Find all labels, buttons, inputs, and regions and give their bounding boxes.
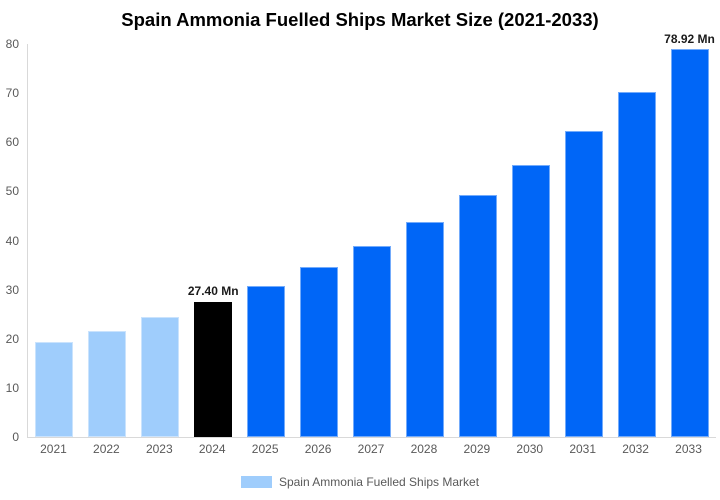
legend-swatch: [240, 476, 272, 488]
y-axis: 0 10 20 30 40 50 60 70 80: [0, 37, 22, 444]
x-tick-label: 2024: [198, 442, 226, 456]
bar-2024: 27.40 Mn: [188, 284, 239, 437]
bar-2031: [564, 130, 603, 437]
y-tick-label: 70: [5, 86, 19, 101]
chart-title: Spain Ammonia Fuelled Ships Market Size …: [121, 9, 599, 30]
bar-2032: [617, 92, 656, 437]
bar-2033: 78.92 Mn: [664, 32, 715, 437]
x-tick-label: 2029: [463, 442, 491, 456]
y-tick-label: 60: [5, 135, 19, 150]
bar-2027: [352, 245, 391, 437]
x-axis: 2021 2022 2023 2024 2025 2026 2027 2028 2029 2030…: [27, 441, 715, 457]
bar-column-2024: 27.40 Mn: [187, 44, 240, 437]
bar-column-2023: [134, 44, 187, 437]
bar-column-2032: [610, 44, 663, 437]
x-tick-label: 2030: [516, 442, 544, 456]
bar-column-2033: 78.92 Mn: [663, 32, 716, 437]
bar-column-2028: [398, 44, 451, 437]
y-tick-label: 40: [5, 233, 19, 248]
bar-column-2029: [451, 44, 504, 437]
x-tick-label: 2022: [93, 442, 120, 456]
y-tick-label: 80: [5, 37, 19, 51]
x-tick-label: 2031: [569, 442, 597, 456]
bar-2029: [458, 194, 497, 437]
x-tick-label: 2023: [145, 442, 173, 456]
x-tick-label: 2033: [675, 442, 702, 456]
y-tick-label: 20: [5, 331, 19, 346]
plot-area: 27.40 Mn 78.92 Mn: [27, 32, 716, 438]
bar-column-2021: [28, 44, 81, 437]
bar-2021: [35, 342, 74, 437]
bar-value-label-2024: 27.40 Mn: [187, 284, 239, 299]
bar-2028: [405, 221, 444, 437]
y-tick-label: 30: [5, 282, 19, 297]
bar-value-label-2033: 78.92 Mn: [664, 32, 715, 47]
legend: Spain Ammonia Fuelled Ships Market: [0, 475, 720, 489]
bars: 27.40 Mn 78.92 Mn: [28, 32, 716, 437]
x-tick-label: 2028: [410, 442, 438, 456]
bar-2023: [141, 317, 180, 437]
x-tick-label: 2021: [40, 442, 67, 456]
x-tick-label: 2025: [251, 442, 279, 456]
bar-2025: [247, 285, 286, 437]
bar-column-2025: [240, 44, 293, 437]
y-tick-label: 0: [12, 430, 19, 444]
bar-column-2030: [504, 44, 557, 437]
bar-2026: [300, 266, 339, 437]
y-tick-label: 50: [5, 184, 19, 199]
x-tick-label: 2027: [357, 442, 385, 456]
x-tick-label: 2032: [622, 442, 649, 456]
bar-2022: [88, 330, 127, 437]
x-tick-label: 2026: [304, 442, 332, 456]
y-tick-label: 10: [5, 380, 19, 395]
legend-label: Spain Ammonia Fuelled Ships Market: [278, 475, 480, 489]
bar-column-2022: [81, 44, 134, 437]
bar-column-2027: [346, 44, 399, 437]
bar-column-2031: [557, 44, 610, 437]
bar-2030: [511, 164, 550, 437]
bar-column-2026: [293, 44, 346, 437]
